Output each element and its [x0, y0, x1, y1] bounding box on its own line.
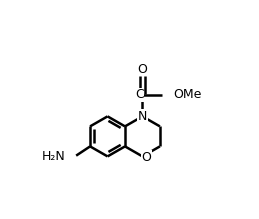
Text: OMe: OMe [174, 88, 202, 101]
Text: H₂N: H₂N [41, 150, 65, 163]
Text: N: N [138, 110, 147, 123]
Text: O: O [141, 151, 151, 164]
Text: O: O [138, 63, 147, 76]
Text: C: C [135, 88, 144, 101]
